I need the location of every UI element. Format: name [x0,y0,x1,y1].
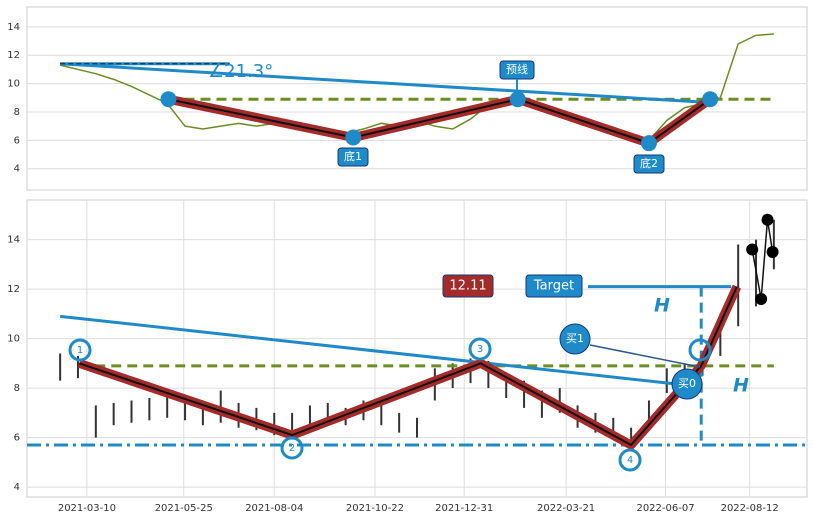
pivot [160,91,177,108]
angle-label: ∠21.3° [208,61,273,82]
x-tick-label: 2022-03-21 [537,503,595,514]
label-box [337,147,369,167]
y-tick-label: 8 [14,383,20,394]
x-tick-label: 2022-08-12 [721,503,779,514]
point-circle [688,338,712,362]
x-tick-label: 2021-10-22 [346,503,404,514]
x-tick-label: 2021-03-10 [58,503,116,514]
label: 底1 [344,149,362,163]
pivot [702,91,719,108]
y-tick-label: 8 [14,107,20,118]
y-tick-label: 6 [14,135,20,146]
label: 12.11 [449,279,486,294]
label: H [654,295,670,317]
x-tick-label: 2021-05-25 [155,503,213,514]
point-label: 4 [627,455,633,466]
label-circle [559,323,591,355]
marker-line [751,219,774,300]
point-circle [618,448,642,472]
zigzag-core [78,286,738,447]
y-tick-label: 14 [7,22,20,33]
trend-line [59,314,692,388]
y-tick-label: 4 [14,164,20,175]
label: 底2 [640,156,658,170]
y-tick-label: 12 [7,284,20,295]
point-label: 2 [289,443,295,454]
point-label: 3 [477,344,483,355]
label-circle [671,368,703,400]
label: H [733,375,749,397]
y-tick-label: 4 [14,482,20,493]
label: 买1 [566,332,584,345]
label: 买0 [678,377,696,390]
pivot [345,129,362,146]
y-tick-label: 14 [7,235,20,246]
marker [766,245,779,258]
bottom-panel [26,199,808,498]
label: Target [533,279,574,294]
point-circle [280,436,304,460]
pointer [589,344,701,368]
y-tick-label: 6 [14,433,20,444]
marker [755,293,768,305]
x-tick-label: 2021-12-31 [435,503,493,514]
pivot [640,135,657,152]
label-box [633,154,665,174]
y-tick-label: 10 [7,79,20,90]
point-circle [468,337,492,361]
label-box [525,274,583,298]
x-tick-label: 2022-06-07 [636,503,694,514]
label: 预线 [506,62,528,76]
label-box [442,274,494,298]
marker [746,243,759,256]
x-tick-label: 2021-08-04 [245,503,303,514]
point-label: 1 [77,345,83,356]
trend-line [60,62,702,104]
y-tick-label: 10 [7,334,20,345]
point-circle [68,338,92,362]
pivot [509,91,526,108]
marker [761,213,774,226]
y-tick-label: 12 [7,50,20,61]
